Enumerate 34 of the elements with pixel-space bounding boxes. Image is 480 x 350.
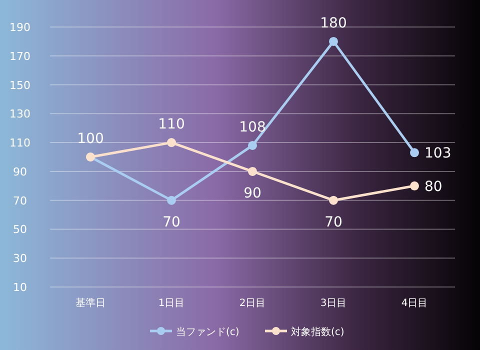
y-tick-label: 150 [10, 78, 30, 92]
data-label: 110 [158, 116, 185, 133]
data-label: 70 [324, 214, 342, 230]
y-tick-label: 30 [13, 252, 27, 266]
data-label: 90 [244, 185, 262, 202]
data-label: 103 [424, 146, 452, 162]
y-tick-label: 10 [13, 281, 27, 294]
data-label: 80 [424, 178, 442, 195]
y-tick-label: 190 [10, 21, 30, 34]
x-tick-label: 4日目 [401, 298, 428, 309]
x-tick-label: 基準日 [76, 297, 106, 309]
y-tick-label: 130 [10, 108, 30, 121]
data-label: 108 [239, 119, 266, 136]
x-tick-label: 3日目 [320, 298, 347, 309]
legend-label: 対象指数(c) [291, 326, 344, 338]
x-tick-label: 1日目 [158, 298, 185, 309]
y-tick-label: 70 [13, 194, 27, 208]
point [410, 181, 419, 190]
point [329, 196, 338, 205]
x-tick-label: 2日目 [239, 298, 266, 309]
legend-label: 当ファンド(c) [176, 326, 240, 338]
y-tick-label: 50 [13, 223, 27, 236]
point [329, 36, 338, 46]
data-label: 100 [77, 131, 104, 147]
y-tick-label: 110 [10, 136, 30, 150]
point [248, 140, 257, 150]
data-label: 180 [320, 15, 347, 32]
point [167, 138, 176, 148]
point [410, 148, 419, 158]
point [248, 166, 257, 176]
y-tick-label: 170 [10, 50, 30, 63]
data-label: 70 [162, 214, 180, 230]
point [167, 196, 176, 205]
y-tick-label: 90 [13, 165, 27, 178]
